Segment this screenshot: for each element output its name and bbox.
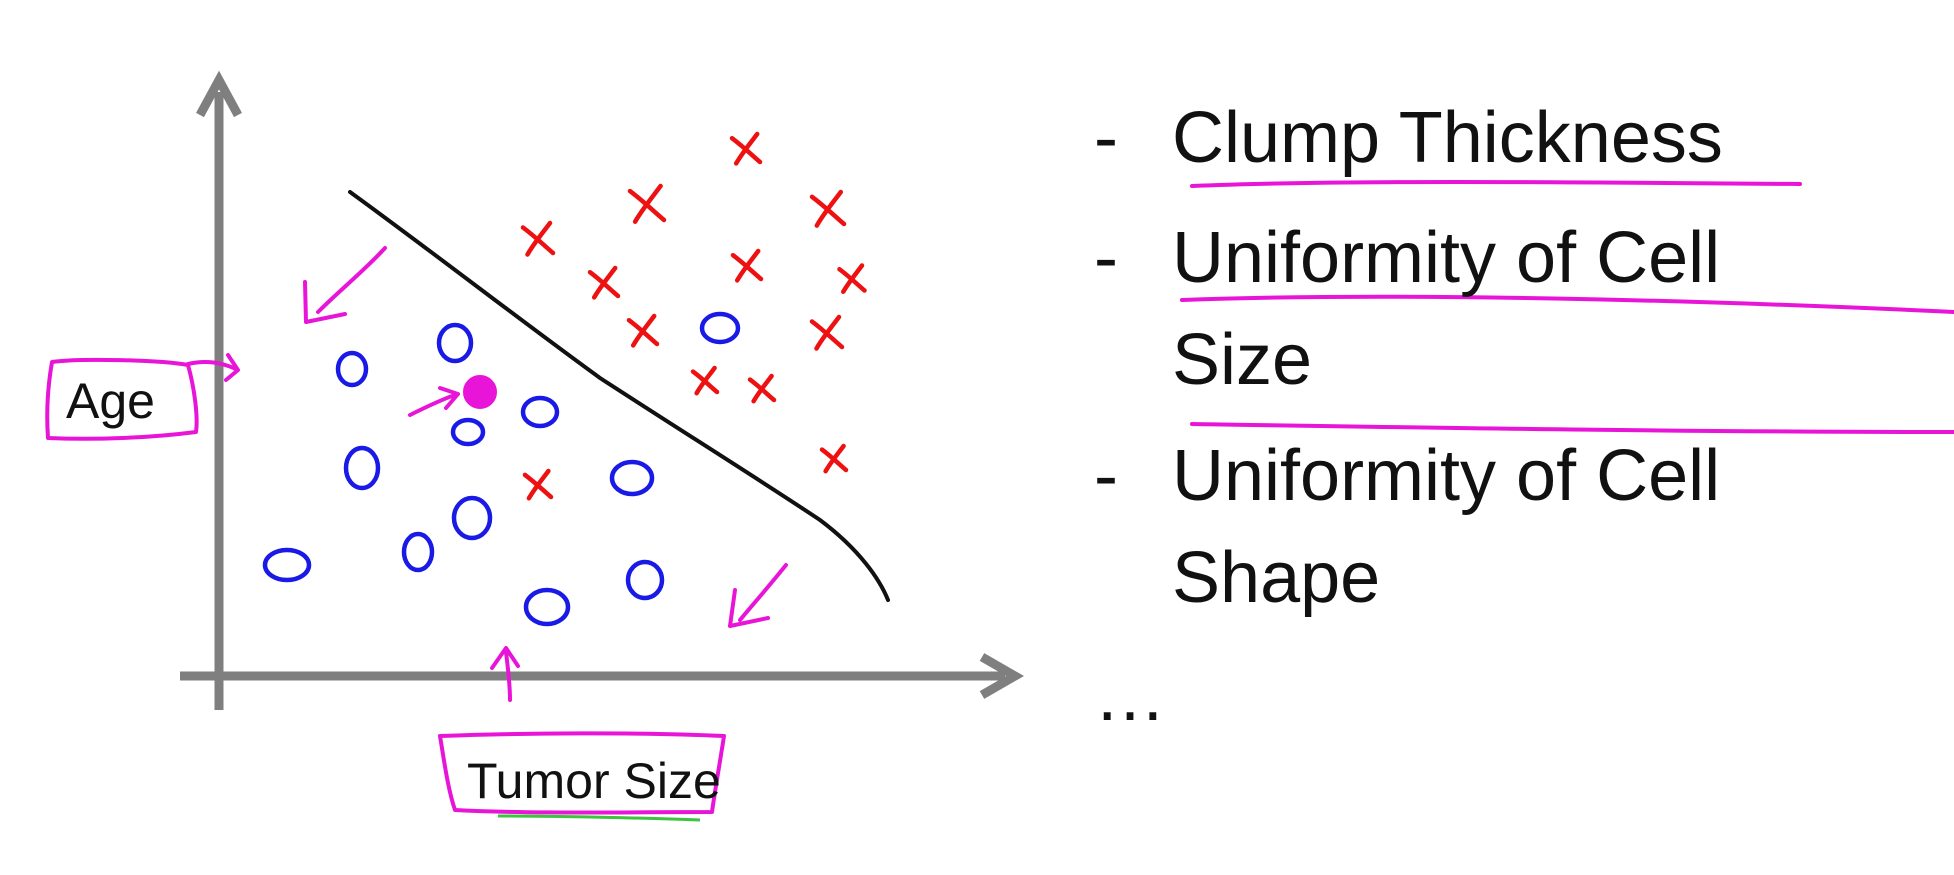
benign-marks [262, 311, 741, 627]
malignant-x-mark [837, 263, 867, 294]
decision-boundary [348, 190, 890, 602]
feature-item: - Uniformity of Cell Size [1094, 218, 1720, 400]
arrow-lower-right [728, 563, 788, 628]
malignant-x-mark [729, 131, 763, 166]
green-underline-mark [497, 814, 701, 822]
benign-o-mark [520, 395, 560, 429]
malignant-x-mark [626, 313, 660, 348]
malignant-x-mark [809, 314, 845, 351]
malignant-x-mark [747, 373, 777, 404]
y-axis-label: Age [66, 373, 155, 429]
feature-list-ellipsis: … [1094, 656, 1166, 736]
malignant-x-mark [520, 220, 556, 257]
benign-o-mark [451, 495, 493, 541]
benign-o-mark [699, 311, 741, 345]
benign-o-mark [436, 322, 474, 364]
query-arrow [408, 386, 460, 417]
feature-item: - Clump Thickness [1094, 98, 1723, 178]
malignant-x-mark [587, 265, 621, 300]
malignant-marks [520, 131, 867, 501]
y-axis-arrowhead [196, 70, 242, 118]
malignant-x-mark [809, 189, 847, 228]
feature-dash: - [1094, 98, 1118, 178]
tumor-size-label-box [438, 731, 726, 815]
feature-text-line: Clump Thickness [1172, 98, 1723, 178]
underline-clump-thickness [1190, 180, 1802, 188]
malignant-x-mark [627, 183, 667, 224]
malignant-x-mark [819, 443, 849, 474]
underline-uniformity-size-1 [1180, 294, 1954, 314]
feature-text-line: Size [1172, 320, 1312, 400]
feature-item: - Uniformity of Cell Shape [1094, 436, 1720, 618]
annotations [45, 180, 1954, 815]
malignant-x-mark [522, 468, 554, 501]
benign-o-mark [262, 547, 312, 583]
malignant-x-mark [730, 248, 764, 283]
x-axis-arrowhead [979, 653, 1025, 699]
x-axis-label: Tumor Size [467, 753, 721, 809]
feature-text-line: Shape [1172, 538, 1380, 618]
underline-uniformity-size-2 [1190, 422, 1954, 434]
benign-o-mark [625, 559, 665, 601]
malignant-x-mark [690, 365, 720, 396]
feature-text-line: Uniformity of Cell [1172, 436, 1720, 516]
benign-o-mark [523, 587, 571, 627]
query-point [463, 375, 497, 409]
feature-text-line: Uniformity of Cell [1172, 218, 1720, 298]
age-label-box [45, 357, 199, 441]
benign-o-mark [335, 350, 369, 388]
benign-o-mark [401, 531, 435, 573]
feature-list: - Clump Thickness - Uniformity of Cell S… [1094, 98, 1723, 736]
arrow-age [186, 353, 240, 382]
benign-o-mark [609, 459, 655, 497]
feature-dash: - [1094, 436, 1118, 516]
benign-o-mark [343, 445, 381, 491]
axes [180, 70, 1025, 710]
arrow-tumor-size [490, 646, 520, 702]
feature-dash: - [1094, 218, 1118, 298]
arrow-upper-left [303, 246, 387, 324]
benign-o-mark [450, 417, 486, 447]
